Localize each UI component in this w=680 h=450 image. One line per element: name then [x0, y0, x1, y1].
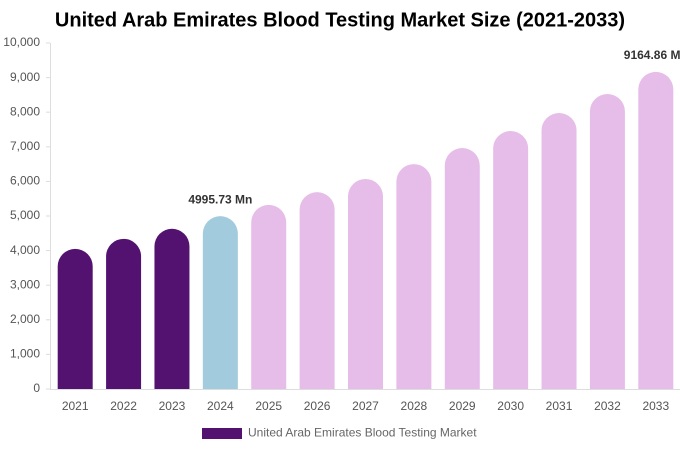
x-tick-label: 2026 [304, 399, 331, 413]
bar [106, 238, 142, 389]
y-tick-label: 0 [33, 381, 40, 395]
x-tick-label: 2029 [449, 399, 476, 413]
legend-swatch [202, 428, 242, 439]
x-tick-label: 2030 [497, 399, 524, 413]
bar [493, 130, 529, 389]
x-tick-label: 2024 [207, 399, 234, 413]
y-tick-label: 2,000 [10, 312, 40, 326]
y-tick-label: 1,000 [10, 347, 40, 361]
bar [154, 228, 190, 389]
y-tick-label: 9,000 [10, 70, 40, 84]
bar [251, 204, 287, 389]
bar [57, 248, 93, 389]
y-tick-label: 5,000 [10, 208, 40, 222]
bar [589, 94, 625, 389]
y-tick-label: 10,000 [3, 35, 40, 49]
y-tick-label: 3,000 [10, 277, 40, 291]
y-tick-label: 4,000 [10, 243, 40, 257]
x-tick-label: 2033 [642, 399, 669, 413]
y-tick-label: 7,000 [10, 139, 40, 153]
x-tick-label: 2023 [159, 399, 186, 413]
y-tick-label: 6,000 [10, 174, 40, 188]
x-tick-label: 2028 [401, 399, 428, 413]
chart-title: United Arab Emirates Blood Testing Marke… [55, 9, 625, 31]
bar [202, 216, 238, 389]
x-tick-label: 2022 [110, 399, 137, 413]
y-tick-label: 8,000 [10, 104, 40, 118]
data-label: 4995.73 Mn [188, 192, 252, 206]
data-label: 9164.86 Mn [624, 48, 680, 62]
bar [299, 192, 335, 389]
legend-label: United Arab Emirates Blood Testing Marke… [248, 426, 477, 440]
x-tick-label: 2032 [594, 399, 621, 413]
bar [396, 164, 432, 389]
bar [444, 148, 480, 389]
x-tick-label: 2031 [546, 399, 573, 413]
bar [638, 71, 674, 389]
x-tick-label: 2027 [352, 399, 379, 413]
bar [541, 113, 577, 390]
x-tick-label: 2025 [255, 399, 282, 413]
bar [348, 178, 383, 389]
x-tick-label: 2021 [62, 399, 89, 413]
